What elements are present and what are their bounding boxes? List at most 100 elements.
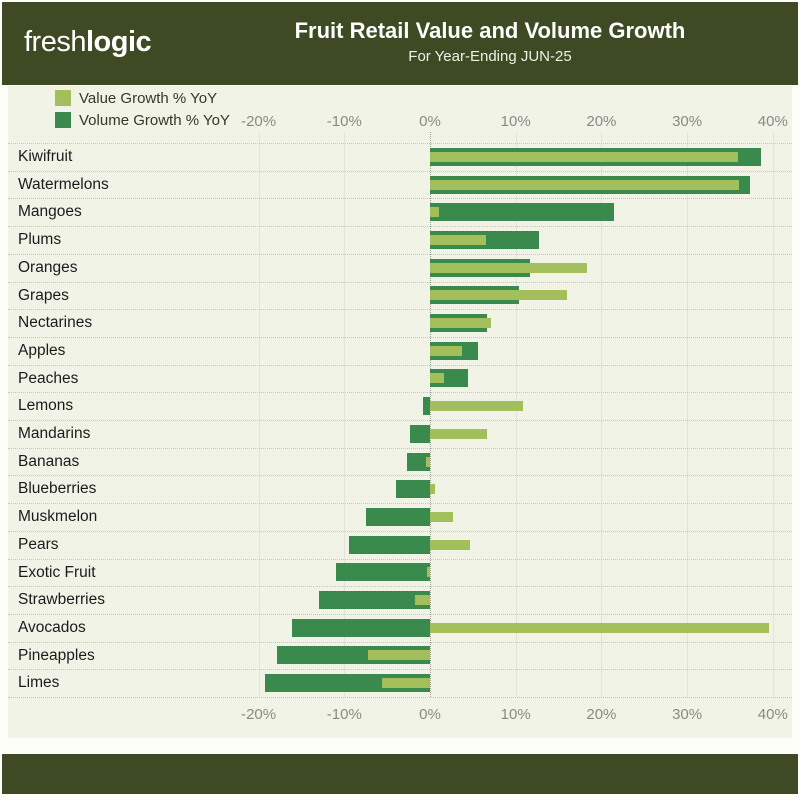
value-bar[interactable] <box>430 262 587 273</box>
category-label: Limes <box>18 674 60 692</box>
category-label: Avocados <box>18 618 86 636</box>
volume-bar[interactable] <box>349 535 430 554</box>
value-bar[interactable] <box>430 428 488 439</box>
freshlogic-logo: freshlogic <box>24 26 152 59</box>
category-label: Mandarins <box>18 425 91 442</box>
value-bar[interactable] <box>430 484 436 495</box>
chart-row: Plums <box>8 226 792 254</box>
axis-tick-label-bottom: -10% <box>326 706 362 723</box>
category-label: Lemons <box>18 397 74 415</box>
row-separator <box>8 586 792 588</box>
chart-row: Blueberries <box>8 475 792 503</box>
volume-bar[interactable] <box>430 203 615 222</box>
gridline <box>515 132 517 697</box>
value-bar[interactable] <box>430 401 523 412</box>
value-bar[interactable] <box>425 456 430 467</box>
volume-bar[interactable] <box>423 397 430 416</box>
legend-swatch-icon <box>55 112 71 128</box>
axis-tick-label-bottom: 30% <box>672 706 703 723</box>
value-bar[interactable] <box>430 373 444 384</box>
chart-row: Oranges <box>8 254 792 282</box>
logo-text-logic: logic <box>85 26 152 58</box>
row-separator <box>8 170 792 172</box>
category-label: Kiwifruit <box>18 148 73 165</box>
value-bar[interactable] <box>430 179 740 190</box>
category-label: Bananas <box>18 452 80 470</box>
category-label: Nectarines <box>18 314 93 332</box>
volume-bar[interactable] <box>410 424 430 443</box>
axis-tick-label-top: 20% <box>586 113 617 130</box>
chart-row: Limes <box>8 669 792 697</box>
volume-bar[interactable] <box>335 563 430 582</box>
axis-tick-label-top: -20% <box>241 113 277 130</box>
chart-row: Strawberries <box>8 586 792 614</box>
chart-row: Lemons <box>8 392 792 420</box>
axis-tick-label-top: 40% <box>757 113 788 130</box>
chart-row: Apples <box>8 337 792 365</box>
row-separator <box>8 336 792 338</box>
chart-row: Muskmelon <box>8 503 792 531</box>
header-bar: freshlogic Fruit Retail Value and Volume… <box>2 2 798 85</box>
chart-row: Peaches <box>8 365 792 393</box>
axis-tick-label-bottom: 10% <box>500 706 531 723</box>
chart-row: Kiwifruit <box>8 143 792 171</box>
category-label: Pineapples <box>18 646 95 664</box>
value-bar[interactable] <box>382 678 430 689</box>
category-label: Peaches <box>18 369 79 387</box>
chart-row: Bananas <box>8 448 792 476</box>
chart-row: Exotic Fruit <box>8 559 792 587</box>
value-bar[interactable] <box>430 318 491 329</box>
volume-bar[interactable] <box>318 591 430 610</box>
value-bar[interactable] <box>427 567 430 578</box>
value-bar[interactable] <box>430 345 462 356</box>
volume-bar[interactable] <box>365 507 430 526</box>
chart-row: Pears <box>8 531 792 559</box>
footer-bar <box>2 754 798 794</box>
category-label: Pears <box>18 535 59 553</box>
value-bar[interactable] <box>430 290 568 301</box>
row-separator <box>8 503 792 505</box>
row-separator <box>8 641 792 643</box>
value-bar[interactable] <box>368 650 430 661</box>
volume-bar[interactable] <box>406 452 430 471</box>
row-separator <box>8 420 792 421</box>
row-separator <box>8 669 792 671</box>
axis-tick-label-top: -10% <box>326 113 362 130</box>
row-separator <box>8 558 792 560</box>
chart-row: Nectarines <box>8 309 792 337</box>
legend-label: Value Growth % YoY <box>79 89 218 107</box>
volume-bar[interactable] <box>292 618 430 637</box>
gridline <box>344 132 346 697</box>
category-label: Oranges <box>18 258 78 276</box>
value-bar[interactable] <box>430 207 439 218</box>
legend-item-volume[interactable]: Volume Growth % YoY <box>55 111 230 129</box>
row-separator <box>8 143 792 144</box>
row-separator <box>8 530 792 532</box>
chart-row: Mandarins <box>8 420 792 448</box>
row-separator <box>8 198 792 200</box>
category-label: Strawberries <box>18 591 105 609</box>
category-label: Grapes <box>18 286 69 304</box>
legend-swatch-icon <box>55 90 71 106</box>
axis-tick-label-bottom: 40% <box>757 706 788 723</box>
value-bar[interactable] <box>430 234 486 245</box>
gridline <box>601 132 603 697</box>
chart-row: Avocados <box>8 614 792 642</box>
axis-tick-label-top: 30% <box>672 113 703 130</box>
value-bar[interactable] <box>430 511 454 522</box>
category-label: Exotic Fruit <box>18 563 96 581</box>
chart-row: Watermelons <box>8 171 792 199</box>
value-bar[interactable] <box>430 539 471 550</box>
row-separator <box>8 364 792 366</box>
chart-title: Fruit Retail Value and Volume Growth <box>294 18 686 43</box>
category-label: Muskmelon <box>18 508 98 526</box>
value-bar[interactable] <box>430 151 738 162</box>
value-bar[interactable] <box>430 622 770 633</box>
chart-panel: Value Growth % YoY Volume Growth % YoY -2… <box>8 86 792 738</box>
category-label: Plums <box>18 231 62 249</box>
volume-bar[interactable] <box>395 480 430 499</box>
title-block: Fruit Retail Value and Volume Growth For… <box>182 16 798 68</box>
value-bar[interactable] <box>414 595 430 606</box>
row-separator <box>8 392 792 394</box>
legend-item-value[interactable]: Value Growth % YoY <box>55 89 217 107</box>
